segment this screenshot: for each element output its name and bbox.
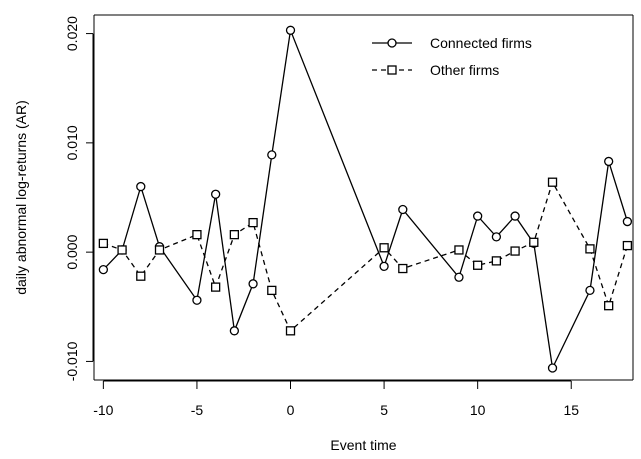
data-point-connected-firms <box>98 264 109 275</box>
x-tick-label: 5 <box>380 402 388 418</box>
data-point-other-firms <box>398 263 408 274</box>
data-point-connected-firms <box>210 189 221 199</box>
series-connected-firms <box>98 25 633 373</box>
data-point-connected-firms <box>248 279 258 289</box>
data-point-connected-firms <box>229 326 240 336</box>
series-other-firms-line <box>103 180 629 332</box>
legend: Connected firms Other firms <box>372 35 532 78</box>
data-point-other-firms <box>604 301 614 311</box>
data-point-connected-firms <box>285 25 296 35</box>
y-axis-title: daily abnormal log-returns (AR) <box>13 100 29 295</box>
data-point-connected-firms <box>379 261 389 271</box>
data-point-other-firms <box>510 246 520 256</box>
data-point-connected-firms <box>622 216 633 227</box>
data-point-connected-firms <box>398 204 408 215</box>
data-point-other-firms <box>379 243 389 253</box>
legend-other-firms-marker <box>387 65 397 75</box>
data-point-other-firms <box>285 326 296 336</box>
data-point-connected-firms <box>604 156 614 167</box>
data-point-other-firms <box>117 245 127 255</box>
x-axis: -10 -5 0 5 10 15 <box>93 380 579 418</box>
data-point-other-firms <box>491 256 502 266</box>
data-point-other-firms <box>622 240 633 251</box>
series-other-firms <box>98 177 633 336</box>
x-tick-label: -10 <box>93 402 113 418</box>
data-point-connected-firms <box>585 285 595 296</box>
data-point-connected-firms <box>454 272 464 282</box>
series-layer <box>98 25 633 373</box>
data-point-connected-firms <box>473 211 483 221</box>
legend-connected-firms-label: Connected firms <box>430 35 532 51</box>
data-point-other-firms <box>547 177 558 187</box>
x-tick-label: 15 <box>563 402 579 418</box>
data-point-connected-firms <box>547 363 558 373</box>
plot-frame <box>93 14 634 381</box>
data-point-connected-firms <box>192 295 202 305</box>
x-tick-label: 0 <box>287 402 295 418</box>
data-point-other-firms <box>529 237 539 247</box>
data-point-other-firms <box>473 260 483 270</box>
data-point-connected-firms <box>491 232 502 242</box>
data-point-other-firms <box>210 282 221 292</box>
data-point-other-firms <box>136 271 146 281</box>
y-tick-label: -0.010 <box>64 341 80 381</box>
x-axis-title: Event time <box>330 437 396 453</box>
data-point-connected-firms <box>136 181 146 192</box>
data-point-other-firms <box>192 230 202 240</box>
y-tick-label: 0.020 <box>64 16 80 51</box>
x-tick-label: 10 <box>470 402 486 418</box>
legend-connected-firms-marker <box>387 38 397 48</box>
data-point-other-firms <box>454 245 464 255</box>
data-point-other-firms <box>585 244 595 254</box>
data-point-connected-firms <box>510 211 520 221</box>
y-axis: -0.010 0.000 0.010 0.020 <box>64 16 94 381</box>
data-point-other-firms <box>267 285 277 296</box>
y-tick-label: 0.000 <box>64 234 80 269</box>
legend-other-firms-label: Other firms <box>430 62 499 78</box>
data-point-connected-firms <box>267 150 277 160</box>
series-connected-firms-line <box>102 27 629 371</box>
data-point-other-firms <box>229 230 240 240</box>
y-tick-label: 0.010 <box>64 125 80 160</box>
data-point-other-firms <box>154 245 165 255</box>
x-tick-label: -5 <box>191 402 204 418</box>
data-point-other-firms <box>98 238 109 249</box>
data-point-other-firms <box>248 217 258 228</box>
